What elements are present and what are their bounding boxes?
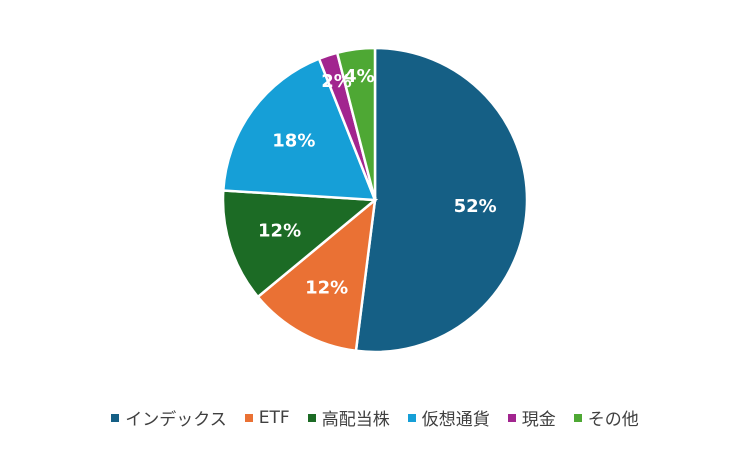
legend-swatch-5: [573, 413, 582, 422]
legend-item-5: その他: [573, 405, 639, 430]
legend-label-4: 現金: [521, 410, 556, 430]
legend-label-2: 高配当株: [321, 410, 390, 430]
legend-swatch-0: [111, 413, 120, 422]
legend-item-4: 現金: [507, 405, 556, 430]
legend-swatch-1: [244, 413, 253, 422]
legend-label-3: 仮想通貨: [421, 410, 490, 430]
legend-item-1: ETF: [244, 407, 290, 428]
pie-slice-3: [221, 57, 377, 202]
legend-item-3: 仮想通貨: [407, 405, 490, 430]
pie-slice-0: [354, 46, 529, 354]
pie-plot-area: 52% 12% 12% 18% 2%4%: [221, 46, 529, 354]
legend-swatch-3: [407, 413, 416, 422]
legend-item-0: インデックス: [111, 405, 227, 430]
legend-item-2: 高配当株: [307, 405, 390, 430]
legend-label-1: ETF: [258, 407, 290, 428]
slice-data-label-1: 12%: [305, 277, 348, 298]
slice-data-label-3: 18%: [272, 131, 315, 152]
pie-slice-5: [335, 46, 377, 201]
legend: インデックス ETF 高配当株 仮想通貨 現金 その他: [0, 405, 750, 430]
slice-data-label-0: 52%: [454, 196, 497, 217]
slice-data-label-2: 12%: [258, 221, 301, 242]
slice-data-label-4: 2%: [321, 71, 352, 92]
legend-swatch-4: [507, 413, 516, 422]
legend-label-0: インデックス: [125, 410, 227, 430]
pie-slice-1: [256, 197, 377, 353]
pie-slice-2: [221, 189, 379, 299]
legend-swatch-2: [307, 413, 316, 422]
slice-data-label-5: 4%: [344, 66, 375, 87]
legend-label-5: その他: [587, 410, 639, 430]
